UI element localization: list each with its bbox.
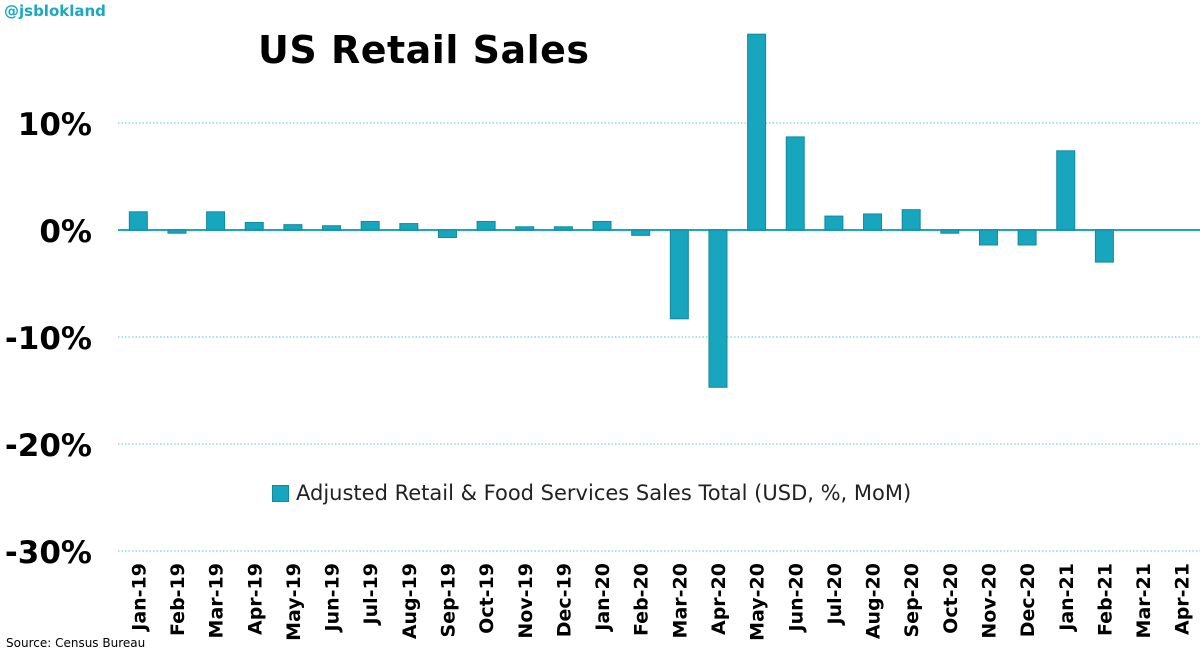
bar bbox=[592, 220, 612, 231]
x-tick-label: Mar-20 bbox=[669, 563, 691, 638]
x-tick-label: Jan-19 bbox=[128, 563, 150, 633]
chart-legend: Adjusted Retail & Food Services Sales To… bbox=[272, 481, 911, 505]
x-tick-label: Apr-21 bbox=[1172, 563, 1194, 635]
x-tick-label: Aug-20 bbox=[863, 563, 885, 639]
x-tick-label: Feb-19 bbox=[167, 563, 189, 636]
bar bbox=[940, 229, 960, 234]
x-tick-label: Jul-19 bbox=[360, 563, 382, 626]
x-tick-label: Jul-20 bbox=[824, 563, 846, 626]
y-tick-label: -10% bbox=[5, 321, 92, 357]
bar bbox=[1017, 229, 1037, 246]
y-tick-label: -20% bbox=[5, 428, 92, 464]
bar bbox=[901, 209, 921, 231]
bar bbox=[515, 226, 535, 231]
bar bbox=[476, 220, 496, 231]
bar bbox=[1056, 150, 1076, 231]
x-tick-label: Dec-20 bbox=[1017, 563, 1039, 637]
bar bbox=[167, 229, 187, 234]
x-tick-label: May-19 bbox=[283, 563, 305, 641]
source-note: Source: Census Bureau bbox=[6, 636, 146, 650]
x-tick-label: Dec-19 bbox=[553, 563, 575, 637]
x-tick-label: Sep-20 bbox=[901, 563, 923, 638]
x-tick-label: Nov-20 bbox=[978, 563, 1000, 639]
x-tick-label: Apr-19 bbox=[244, 563, 266, 635]
author-handle: @jsblokland bbox=[4, 2, 106, 20]
x-tick-label: Aug-19 bbox=[399, 563, 421, 639]
bar bbox=[631, 229, 651, 236]
x-tick-label: May-20 bbox=[747, 563, 769, 641]
x-tick-label: Nov-19 bbox=[515, 563, 537, 639]
legend-swatch bbox=[272, 484, 289, 502]
x-tick-label: Mar-21 bbox=[1133, 563, 1155, 638]
x-tick-label: Jun-19 bbox=[322, 563, 344, 633]
bar bbox=[360, 220, 380, 231]
bar bbox=[863, 213, 883, 231]
bar bbox=[669, 229, 689, 320]
bar bbox=[708, 229, 728, 388]
bar bbox=[785, 136, 805, 231]
x-axis-ticks: Jan-19 Feb-19 Mar-19 Apr-19 May-19 Jun-19 Jul-… bbox=[128, 563, 1193, 641]
chart-title: US Retail Sales bbox=[258, 28, 590, 72]
x-tick-label: Sep-19 bbox=[437, 563, 459, 638]
y-axis-ticks: 10% 0% -10% -20% -30% bbox=[5, 107, 92, 571]
x-tick-label: Apr-20 bbox=[708, 563, 730, 635]
x-tick-label: Jan-20 bbox=[592, 563, 614, 633]
y-tick-label: 0% bbox=[39, 214, 92, 250]
bar bbox=[206, 211, 226, 231]
bar bbox=[747, 33, 767, 231]
x-tick-label: Oct-20 bbox=[940, 563, 962, 634]
legend-label: Adjusted Retail & Food Services Sales To… bbox=[296, 481, 912, 505]
y-tick-label: 10% bbox=[18, 107, 92, 143]
x-tick-label: Jun-20 bbox=[785, 563, 807, 633]
x-tick-label: Feb-20 bbox=[631, 563, 653, 636]
bar bbox=[1094, 229, 1114, 263]
bar bbox=[322, 225, 342, 231]
bar bbox=[399, 223, 419, 231]
bar bbox=[437, 229, 457, 238]
bar bbox=[553, 226, 573, 231]
y-tick-label: -30% bbox=[5, 535, 92, 571]
bars bbox=[128, 33, 1114, 388]
bar bbox=[824, 215, 844, 231]
bar bbox=[128, 211, 148, 231]
x-tick-label: Mar-19 bbox=[206, 563, 228, 638]
x-tick-label: Feb-21 bbox=[1094, 563, 1116, 636]
bar bbox=[244, 222, 264, 231]
bar bbox=[283, 224, 303, 231]
bar bbox=[978, 229, 998, 246]
x-tick-label: Jan-21 bbox=[1056, 563, 1078, 633]
x-tick-label: Oct-19 bbox=[476, 563, 498, 634]
